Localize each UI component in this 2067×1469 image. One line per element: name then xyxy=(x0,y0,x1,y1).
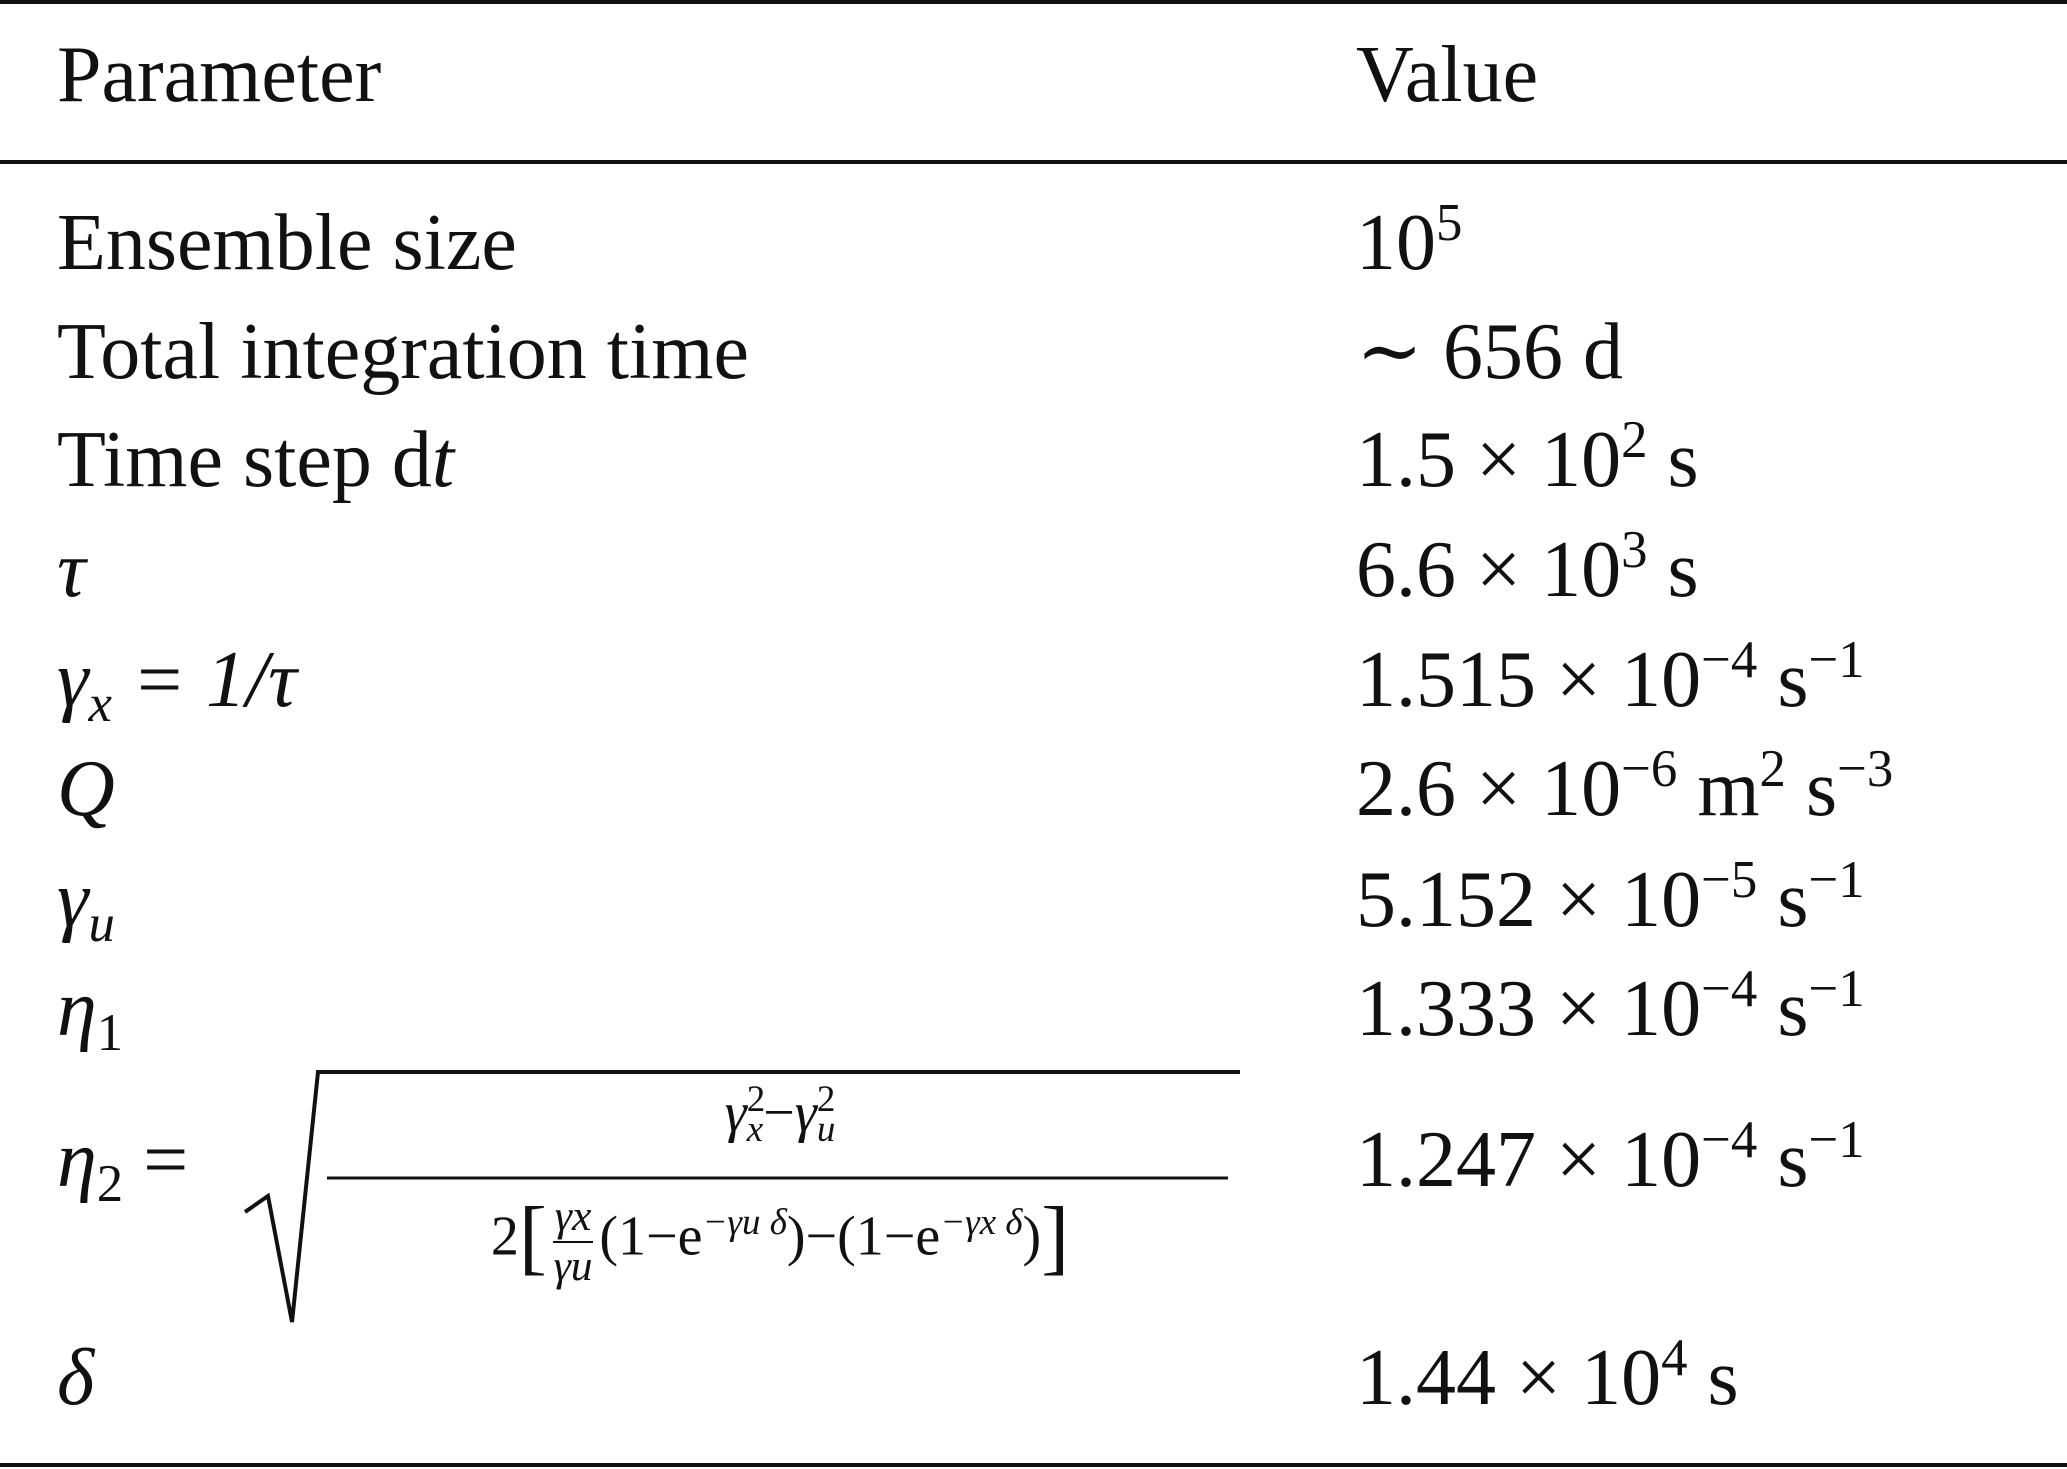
eta2-denominator: 2[γx γu (1−e−γu δ)−(1−e−γx δ)] xyxy=(490,1190,1070,1290)
table-row-value: 5.152 × 10−5 s−1 xyxy=(1356,850,1865,944)
table-bottom-rule xyxy=(0,1463,2067,1467)
table-row-value: 105 xyxy=(1356,193,1463,287)
table-row-value: 6.6 × 103 s xyxy=(1356,520,1699,614)
table-row-param: η1 xyxy=(57,965,124,1062)
table-row-value: 1.333 × 10−4 s−1 xyxy=(1356,959,1865,1053)
table-header-rule xyxy=(0,160,2067,164)
table-row-param: Time step dt xyxy=(57,416,455,504)
header-value: Value xyxy=(1356,31,1539,119)
table-row-param: γx = 1/τ xyxy=(57,636,297,733)
table-row-param: τ xyxy=(57,526,86,614)
table-row-param: Total integration time xyxy=(57,308,749,396)
table-row-value: 1.44 × 104 s xyxy=(1356,1328,1739,1422)
table-top-rule xyxy=(0,0,2067,4)
gamma-ratio: γx γu xyxy=(552,1192,594,1290)
table-row-param: δ xyxy=(57,1334,95,1422)
table-row-value: ∼ 656 d xyxy=(1356,308,1624,396)
table-row-param: Ensemble size xyxy=(57,199,517,287)
table-row-value: 1.515 × 10−4 s−1 xyxy=(1356,630,1865,724)
header-parameter: Parameter xyxy=(57,31,382,119)
table-row-value: 1.5 × 102 s xyxy=(1356,410,1699,504)
table-row-param: Q xyxy=(57,745,115,833)
table-row-value: 2.6 × 10−6 m2 s−3 xyxy=(1356,739,1894,833)
table-row-value: 1.247 × 10−4 s−1 xyxy=(1356,1110,1865,1204)
table-row-param: γu xyxy=(57,856,115,953)
eta2-numerator: γ2x−γ2u xyxy=(724,1077,836,1150)
table-row-param: η2 = xyxy=(57,1116,189,1213)
